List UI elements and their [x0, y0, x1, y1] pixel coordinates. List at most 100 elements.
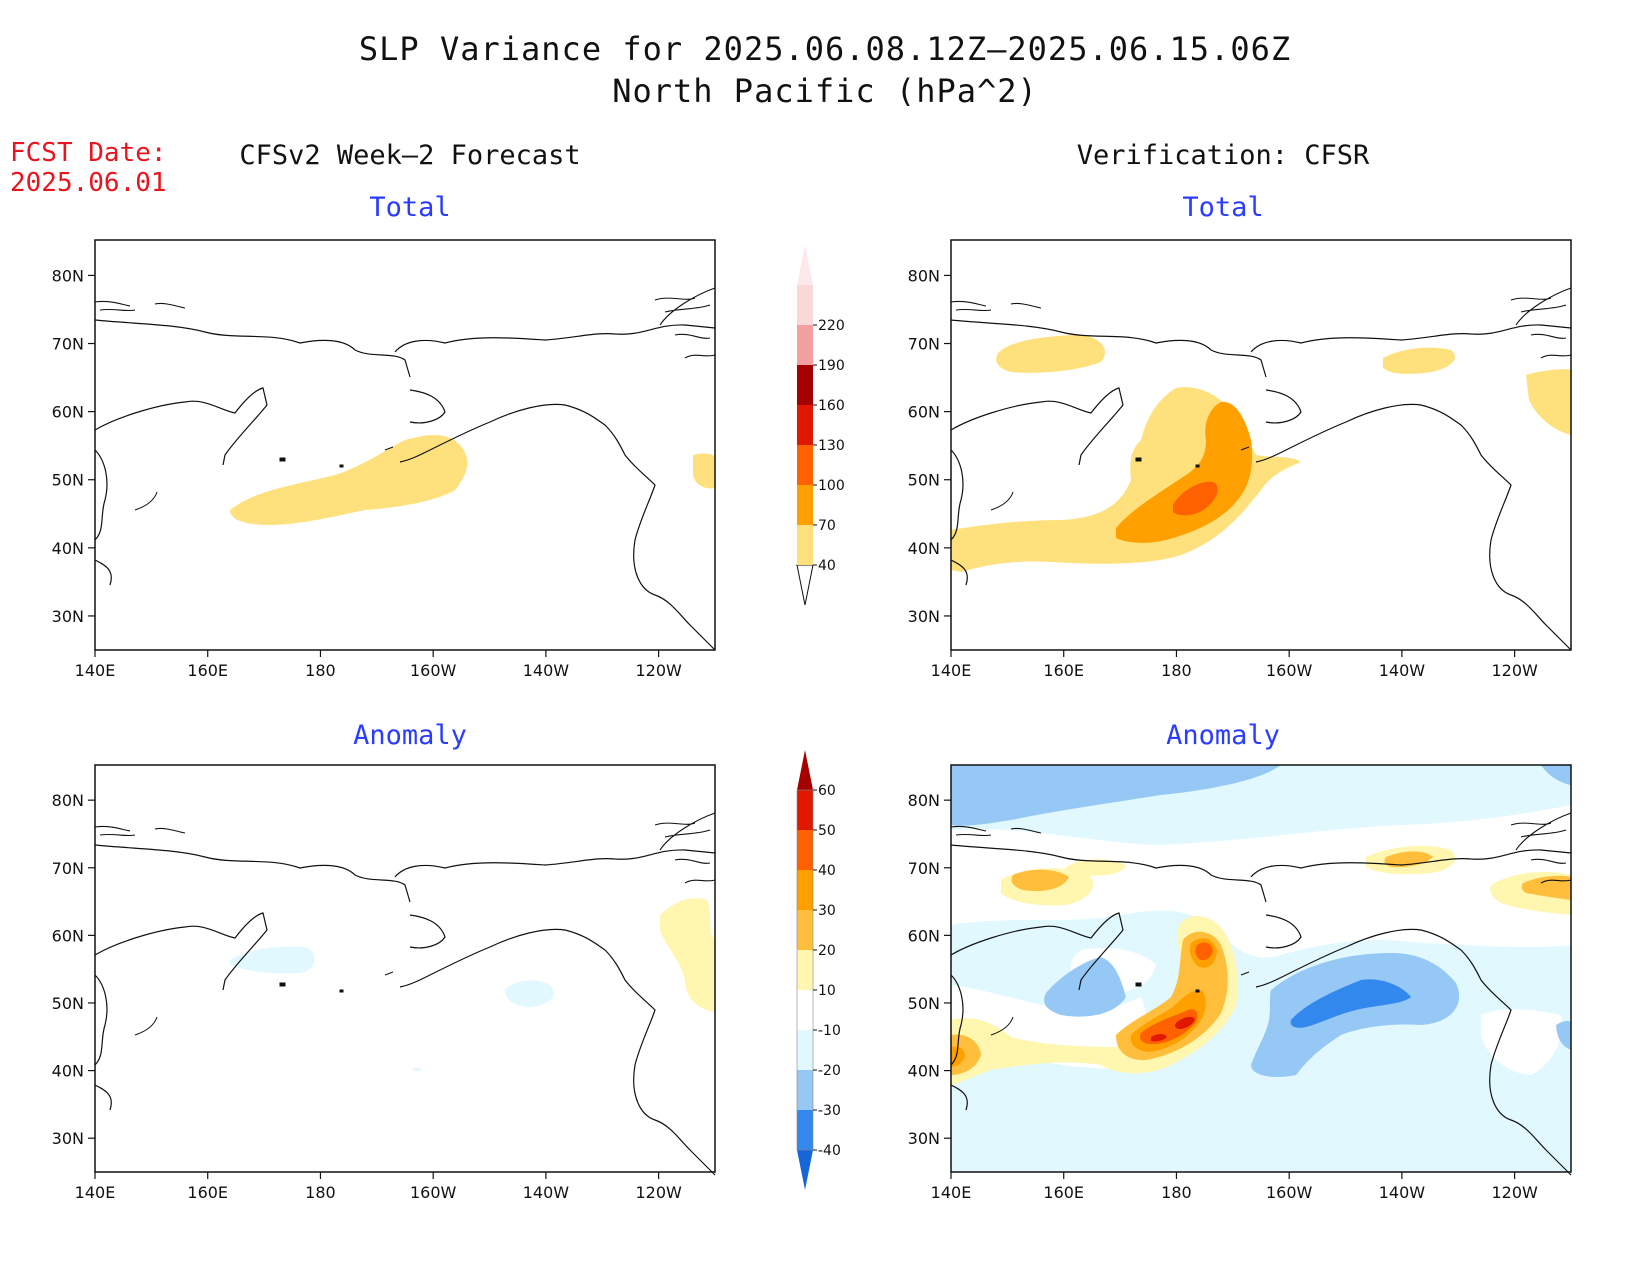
- colorbar-swatch: [797, 830, 813, 870]
- lon-tick-label: 140E: [75, 1183, 116, 1202]
- colorbar-swatch: [797, 405, 813, 445]
- colorbar-label: 190: [818, 358, 845, 374]
- colorbar-label: 60: [818, 783, 836, 799]
- shading-anom-neg10-neg20: [230, 946, 315, 974]
- map-frame: [950, 239, 1572, 651]
- colorbar-extend-high: [797, 750, 813, 790]
- verification-anomaly-title: Anomaly: [1166, 720, 1280, 751]
- colorbar-swatch: [797, 1110, 813, 1150]
- shading-anom-neg30-neg40: [1290, 979, 1411, 1028]
- colorbar-label: 10: [818, 983, 836, 999]
- shading-anom-10-20: [660, 898, 715, 1012]
- lon-tick-label: 120W: [635, 661, 682, 680]
- colorbar-swatch: [797, 485, 813, 525]
- colorbar-extend-low: [796, 564, 814, 606]
- lat-tick-label: 30N: [52, 1129, 84, 1148]
- lat-tick-label: 40N: [908, 1062, 940, 1081]
- shading-total-40-70: [996, 335, 1105, 373]
- lon-tick-label: 120W: [1491, 1183, 1538, 1202]
- lat-tick-label: 40N: [52, 539, 84, 558]
- lat-tick-label: 80N: [52, 266, 84, 285]
- verification-total-map: [950, 239, 1572, 651]
- verification-column-title: Verification: CFSR: [1076, 140, 1370, 171]
- colorbar-swatch: [797, 285, 813, 325]
- lat-tick-label: 80N: [52, 791, 84, 810]
- lon-tick-label: 120W: [635, 1183, 682, 1202]
- colorbar-label: 160: [818, 398, 845, 414]
- colorbar-swatch: [797, 365, 813, 405]
- verification-anomaly-map: [950, 764, 1572, 1176]
- colorbar-swatch: [797, 790, 813, 830]
- lon-tick-label: 160W: [410, 661, 457, 680]
- forecast-column-title: CFSv2 Week–2 Forecast: [239, 140, 581, 171]
- colorbar-label: 40: [818, 558, 836, 574]
- lat-tick-label: 30N: [908, 1129, 940, 1148]
- lon-tick-label: 160E: [1043, 1183, 1084, 1202]
- colorbar-swatch: [797, 1030, 813, 1070]
- lat-tick-label: 80N: [908, 791, 940, 810]
- lon-tick-label: 180: [1161, 661, 1192, 680]
- total-colorbar: 40 70 100 130 160 190 220: [796, 245, 845, 606]
- colorbar-label: -30: [818, 1103, 841, 1119]
- shading-anom-neg20-neg30: [951, 765, 1281, 826]
- lon-tick-label: 160E: [187, 661, 228, 680]
- forecast-total-title: Total: [369, 192, 451, 223]
- map-frame: [94, 239, 716, 651]
- forecast-anomaly-title: Anomaly: [353, 720, 467, 751]
- colorbar-label: 50: [818, 823, 836, 839]
- lon-tick-label: 140E: [75, 661, 116, 680]
- colorbar-label: 220: [818, 318, 845, 334]
- lat-tick-label: 40N: [52, 1062, 84, 1081]
- lat-tick-label: 60N: [52, 403, 84, 422]
- lat-tick-label: 50N: [908, 994, 940, 1013]
- forecast-total-map: [94, 239, 716, 651]
- lon-tick-label: 140E: [931, 1183, 972, 1202]
- lat-tick-label: 50N: [52, 994, 84, 1013]
- colorbar-label: -40: [818, 1143, 841, 1159]
- lat-tick-label: 60N: [908, 926, 940, 945]
- shading-anom-neg20-neg30: [1044, 957, 1126, 1017]
- colorbar-extend-high: [797, 245, 813, 285]
- colorbar-swatch: [797, 1070, 813, 1110]
- colorbar-swatch: [797, 525, 813, 565]
- shading-total-40-70: [230, 435, 468, 525]
- lat-tick-label: 30N: [908, 607, 940, 626]
- figure-title-line2: North Pacific (hPa^2): [612, 72, 1038, 110]
- colorbar-swatch: [797, 325, 813, 365]
- shading-anom-50-60: [1175, 1016, 1195, 1029]
- shading-anom-neg10-neg20: [505, 980, 554, 1007]
- figure-title-line1: SLP Variance for 2025.06.08.12Z–2025.06.…: [358, 30, 1292, 68]
- lat-tick-label: 80N: [908, 266, 940, 285]
- verification-total-title: Total: [1182, 192, 1264, 223]
- colorbar-label: 40: [818, 863, 836, 879]
- fcst-date-label: FCST Date:: [10, 138, 167, 168]
- colorbar-label: 100: [818, 478, 845, 494]
- lon-tick-label: 140W: [523, 1183, 570, 1202]
- lat-tick-label: 50N: [908, 471, 940, 490]
- lon-tick-label: 160W: [1266, 1183, 1313, 1202]
- colorbar-label: 70: [818, 518, 836, 534]
- map-frame: [94, 764, 716, 1173]
- lon-tick-label: 120W: [1491, 661, 1538, 680]
- lon-tick-label: 160W: [410, 1183, 457, 1202]
- lat-tick-label: 60N: [52, 926, 84, 945]
- lon-tick-label: 140W: [1379, 1183, 1426, 1202]
- lat-tick-label: 50N: [52, 471, 84, 490]
- colorbar-swatch: [797, 950, 813, 990]
- lon-tick-label: 160E: [1043, 661, 1084, 680]
- colorbar-swatch: [797, 990, 813, 1030]
- colorbar-label: 130: [818, 438, 845, 454]
- anomaly-colorbar: -40 -30 -20 -10 10 20 30 40 50 60: [796, 750, 841, 1190]
- lon-tick-label: 180: [305, 661, 336, 680]
- fcst-date-value: 2025.06.01: [10, 168, 167, 198]
- colorbar-label: 30: [818, 903, 836, 919]
- lon-tick-label: 160W: [1266, 661, 1313, 680]
- shading-total-40-70: [1383, 347, 1455, 374]
- lon-tick-label: 140W: [1379, 661, 1426, 680]
- lat-tick-label: 40N: [908, 539, 940, 558]
- shading-total-40-70: [1526, 369, 1571, 435]
- shading-total-100-130: [1173, 481, 1218, 516]
- lat-tick-label: 30N: [52, 607, 84, 626]
- colorbar-swatch: [797, 910, 813, 950]
